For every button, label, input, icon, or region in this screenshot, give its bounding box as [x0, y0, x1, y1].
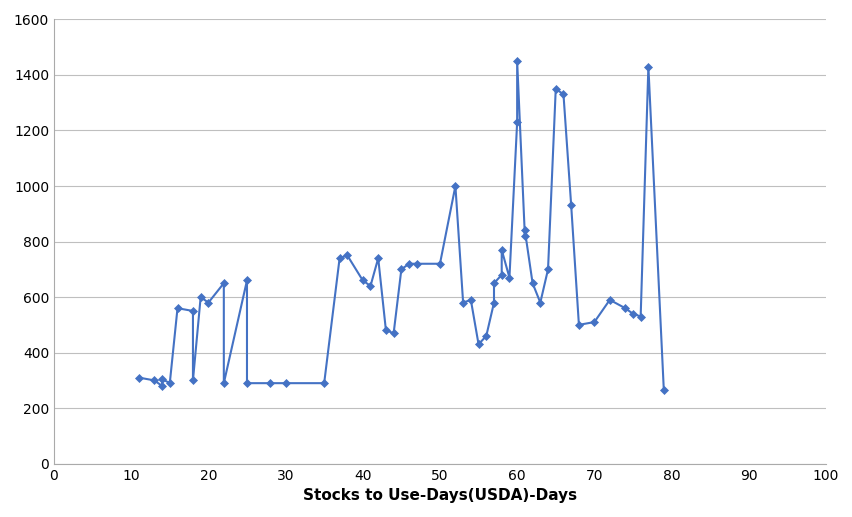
X-axis label: Stocks to Use-Days(USDA)-Days: Stocks to Use-Days(USDA)-Days — [302, 488, 576, 503]
